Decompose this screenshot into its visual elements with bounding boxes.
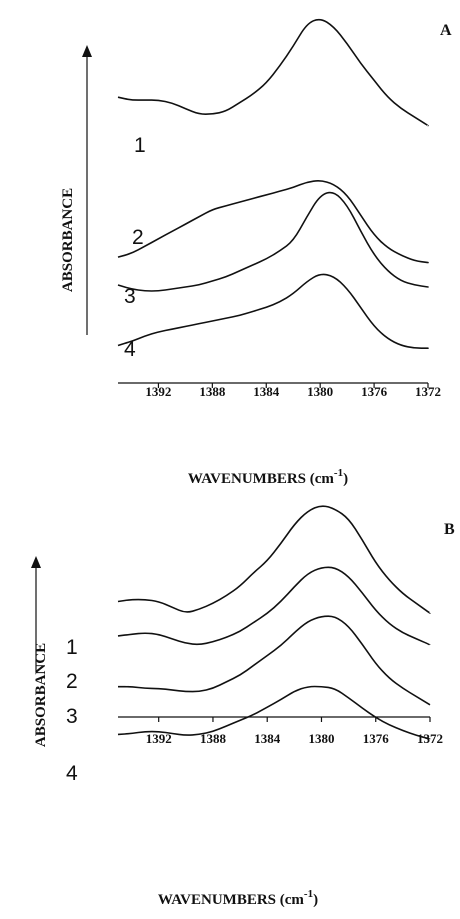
series-1-label: 1 xyxy=(134,134,146,157)
x-tick-label: 1380 xyxy=(308,731,334,746)
x-tick-label: 1392 xyxy=(146,731,172,746)
series-2-line xyxy=(117,180,429,264)
x-tick-label: 1376 xyxy=(361,384,388,399)
x-tick-label: 1380 xyxy=(307,384,333,399)
panel-label: B xyxy=(444,521,455,538)
x-axis-title: WAVENUMBERS (cm-1) xyxy=(188,467,348,487)
x-tick-label: 1388 xyxy=(200,731,227,746)
series-3-line xyxy=(117,191,429,292)
series-1-line xyxy=(117,505,431,614)
series-4-line xyxy=(117,685,431,740)
series-2-label: 2 xyxy=(66,670,78,693)
series-4-label: 4 xyxy=(124,338,136,361)
series-1-line xyxy=(117,18,429,127)
arrow-up-icon xyxy=(82,45,92,57)
series-3-label: 3 xyxy=(124,285,136,308)
x-axis-title: WAVENUMBERS (cm-1) xyxy=(158,888,318,908)
series-3-line xyxy=(118,615,431,706)
series-1-label: 1 xyxy=(66,636,78,659)
arrow-up-icon xyxy=(31,556,41,568)
x-tick-label: 1384 xyxy=(254,731,281,746)
y-axis-title: ABSORBANCE xyxy=(60,188,76,292)
panel-label: A xyxy=(440,22,452,39)
x-tick-label: 1392 xyxy=(145,384,171,399)
panel-a: 1392 1388 1384 1380 1376 1372 1 2 3 4 ABSORBANCE A W… xyxy=(60,18,452,487)
x-tick-label: 1372 xyxy=(415,384,441,399)
x-tick-label: 1384 xyxy=(253,384,280,399)
y-axis-title: ABSORBANCE xyxy=(33,643,49,747)
series-3-label: 3 xyxy=(66,705,78,728)
series-4-label: 4 xyxy=(66,762,78,785)
x-tick-label: 1388 xyxy=(199,384,226,399)
series-2-line xyxy=(117,566,431,646)
panel-b: 1392 1388 1384 1380 1376 13721234ABSORBANCEBW… xyxy=(31,505,455,908)
x-tick-label: 1376 xyxy=(363,731,390,746)
series-2-label: 2 xyxy=(132,226,144,249)
series-4-line xyxy=(117,273,429,350)
